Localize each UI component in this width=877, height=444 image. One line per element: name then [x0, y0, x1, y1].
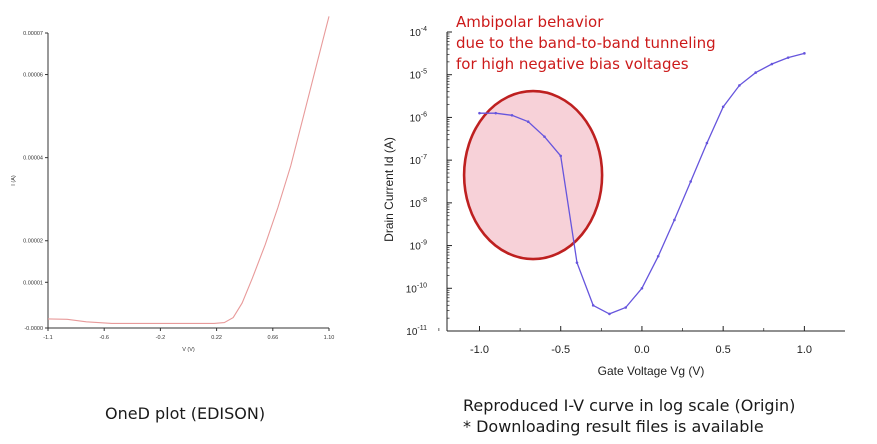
- right-x-tick-label: -0.5: [551, 344, 570, 356]
- right-x-tick-label: 1.0: [797, 344, 812, 356]
- right-y-tick-label: 10-6: [410, 111, 427, 124]
- right-chart-origin: 10-11 10-10 10-9 10-8 10-7 10-6 10-5 10-4 -1.0 -0…: [382, 13, 845, 378]
- right-data-point: [575, 261, 579, 264]
- ambipolar-highlight-ellipse: [462, 89, 604, 261]
- right-data-point: [673, 218, 676, 222]
- right-x-tick-label: 0.0: [634, 344, 649, 356]
- right-x-tick-label: 0.5: [716, 344, 731, 356]
- left-chart-oned: -0.0000 0.00001 0.00002 0.00004 0.00006 0.000…: [11, 16, 334, 353]
- right-data-point: [526, 120, 530, 123]
- left-x-axis-label: V (V): [182, 347, 195, 353]
- left-caption: OneD plot (EDISON): [105, 404, 266, 423]
- right-data-point: [705, 141, 709, 145]
- right-data-point: [721, 105, 725, 109]
- right-y-axis-label: Drain Current Id (A): [382, 137, 396, 242]
- left-y-axis-label: I (A): [11, 175, 17, 186]
- annotation-line: for high negative bias voltages: [456, 55, 689, 73]
- right-data-point: [478, 111, 481, 115]
- right-y-tick-label: 10-4: [410, 26, 427, 39]
- right-data-point: [640, 286, 644, 290]
- left-x-tick-label: 0.22: [211, 335, 222, 341]
- right-y-tick-label: 10-11: [406, 325, 427, 338]
- right-data-point: [754, 71, 757, 74]
- right-y-tick-label: 10-9: [410, 240, 427, 253]
- left-y-tick-label: 0.00002: [23, 239, 43, 245]
- right-data-point: [803, 52, 806, 55]
- left-series-line: [47, 16, 330, 324]
- left-x-tick-label: -0.6: [99, 335, 108, 341]
- left-y-tick-label: -0.0000: [24, 326, 43, 332]
- left-y-tick-label: 0.00001: [23, 280, 43, 286]
- right-x-tick-label: -1.0: [470, 344, 489, 356]
- left-y-tick-label: 0.00007: [23, 31, 43, 37]
- right-data-point: [738, 84, 741, 87]
- right-y-tick-label: 10-8: [410, 197, 427, 210]
- right-y-tick-label: 10-5: [410, 69, 427, 82]
- right-data-point: [510, 113, 514, 117]
- annotation-line: Ambipolar behavior: [456, 13, 604, 31]
- right-x-axis-label: Gate Voltage Vg (V): [598, 364, 705, 378]
- left-y-tick-label: 0.00004: [23, 156, 43, 162]
- right-y-tick-label: 10-7: [410, 154, 427, 167]
- left-x-tick-label: 1.10: [324, 335, 335, 341]
- right-data-point: [624, 306, 627, 309]
- left-x-tick-label: -0.2: [156, 335, 165, 341]
- right-data-point: [786, 56, 790, 59]
- right-y-tick-label: 10-10: [406, 282, 427, 295]
- left-x-tick-label: -1.1: [43, 335, 52, 341]
- right-data-point: [559, 154, 563, 158]
- right-data-point: [494, 111, 498, 115]
- left-y-tick-label: 0.00006: [23, 73, 43, 79]
- right-data-point: [770, 62, 774, 66]
- right-caption-line-1: Reproduced I-V curve in log scale (Origi…: [463, 396, 796, 415]
- right-data-point: [689, 180, 692, 183]
- left-x-tick-label: 0.66: [267, 335, 278, 341]
- right-data-point: [591, 304, 595, 307]
- right-data-point: [656, 254, 660, 258]
- right-data-point: [608, 312, 611, 316]
- right-caption-line-2: * Downloading result files is available: [463, 417, 764, 436]
- right-caption: Reproduced I-V curve in log scale (Origi…: [463, 395, 795, 437]
- annotation-line: due to the band-to-band tunneling: [456, 34, 716, 52]
- right-data-point: [543, 135, 546, 138]
